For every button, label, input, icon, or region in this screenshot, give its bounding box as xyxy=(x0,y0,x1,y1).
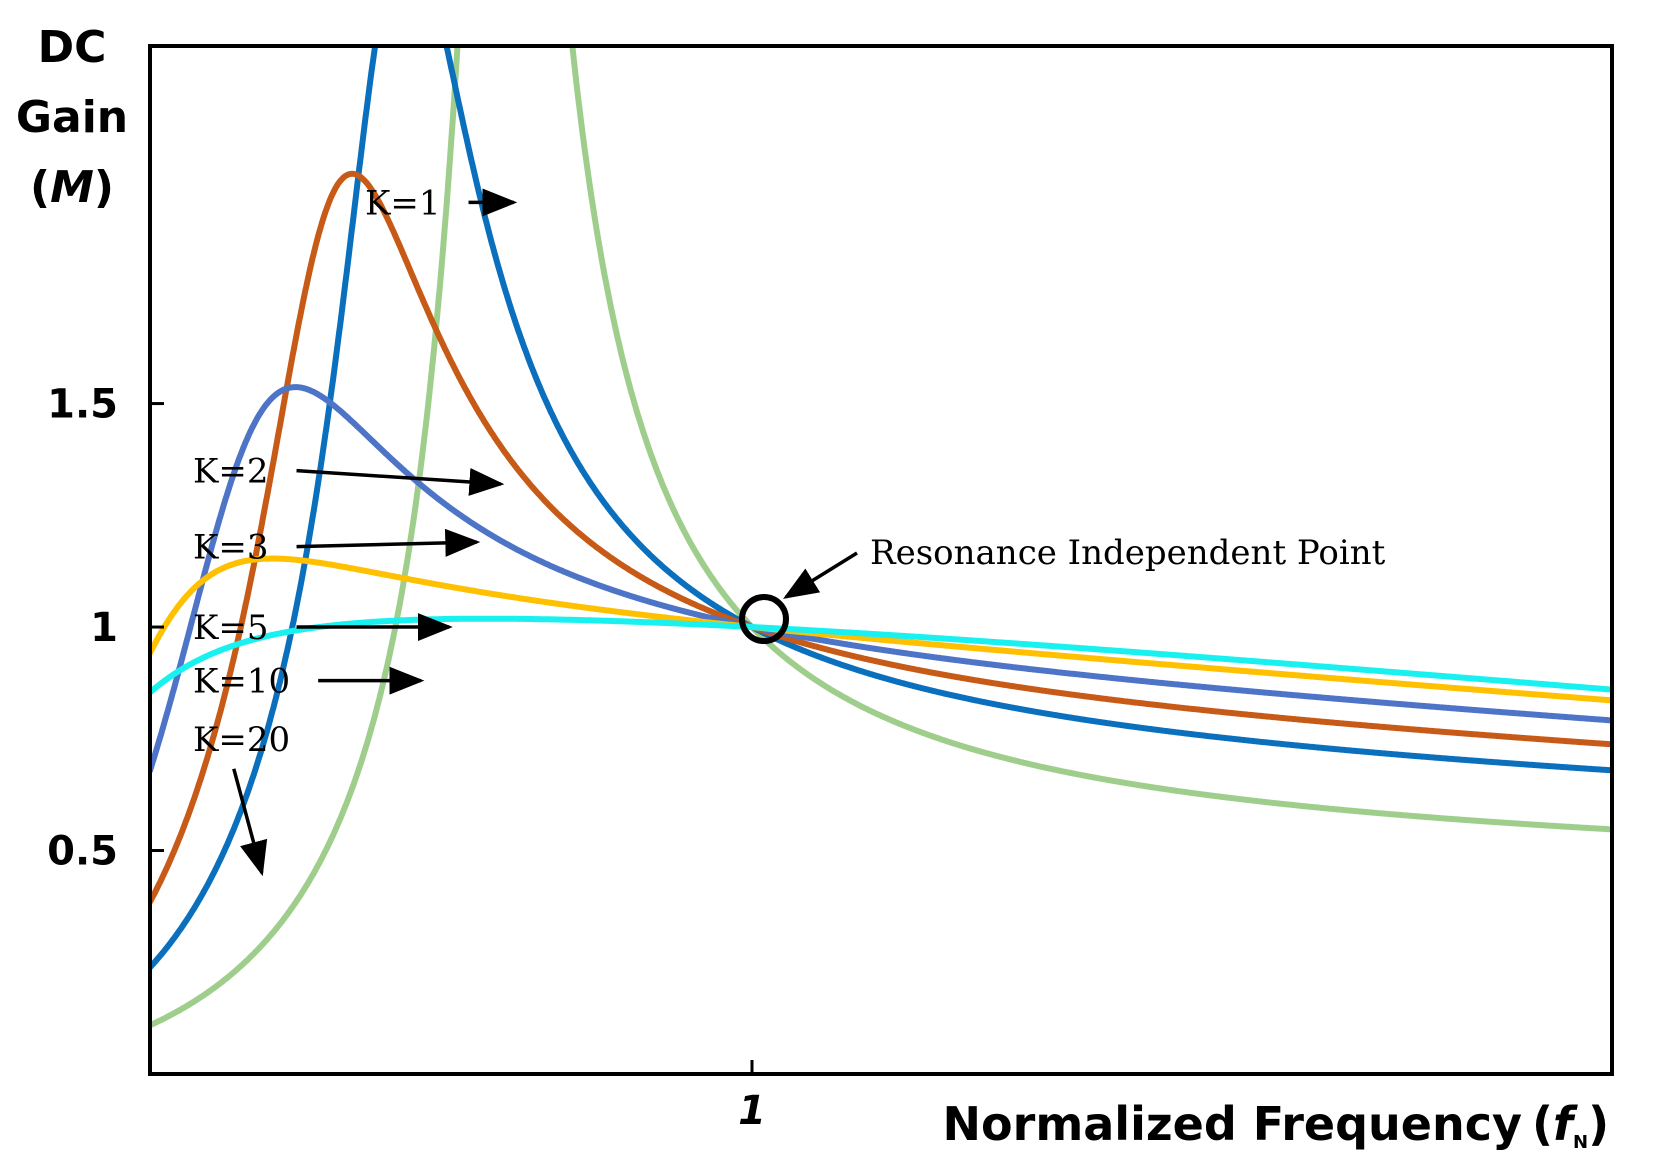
series-labels: K=1 K=2 K=3 K=5 K=10 K=20 xyxy=(193,183,518,877)
x-axis-label-text: Normalized Frequency xyxy=(943,1097,1522,1151)
resonance-point-label: Resonance Independent Point xyxy=(870,533,1386,573)
y-ticks: 0.5 1 1.5 xyxy=(47,382,164,875)
x-axis-label-symbol: (fN) xyxy=(1532,1097,1609,1153)
x-axis-label: Normalized Frequency (fN) xyxy=(943,1097,1610,1153)
resonance-point-arrow xyxy=(783,551,858,599)
y-axis-label-line1: DC xyxy=(38,22,107,73)
curve-k-3 xyxy=(150,170,1612,905)
y-tick-label: 0.5 xyxy=(47,829,118,875)
label-k-10: K=10 xyxy=(193,662,290,702)
y-axis-label: DC Gain (M) xyxy=(16,22,128,213)
x-ticks: 1 xyxy=(738,1060,766,1134)
resonance-annotation: Resonance Independent Point xyxy=(739,533,1386,645)
curve-k-2 xyxy=(150,46,1612,971)
arrow-k-20 xyxy=(232,768,268,877)
label-k-5: K=5 xyxy=(193,608,269,648)
resonance-point-marker xyxy=(739,594,789,645)
curve-k-5 xyxy=(150,384,1612,774)
y-axis-label-line2: Gain xyxy=(16,92,128,143)
y-tick-label: 1.5 xyxy=(47,382,118,428)
label-k-2: K=2 xyxy=(193,452,269,492)
label-k-1: K=1 xyxy=(365,183,441,223)
y-tick-label: 1 xyxy=(90,605,118,651)
x-tick-label: 1 xyxy=(738,1088,766,1134)
label-k-3: K=3 xyxy=(193,528,269,568)
curve-k-20 xyxy=(150,615,1612,696)
curves xyxy=(150,46,1612,1029)
y-axis-label-symbol: (M) xyxy=(30,162,114,213)
curve-k-10 xyxy=(150,555,1612,704)
plot-frame xyxy=(148,44,1614,1076)
arrow-k-2 xyxy=(296,467,505,496)
label-k-20: K=20 xyxy=(193,720,290,760)
curve-k-1 xyxy=(150,46,1612,1029)
arrow-k-3 xyxy=(296,528,481,557)
